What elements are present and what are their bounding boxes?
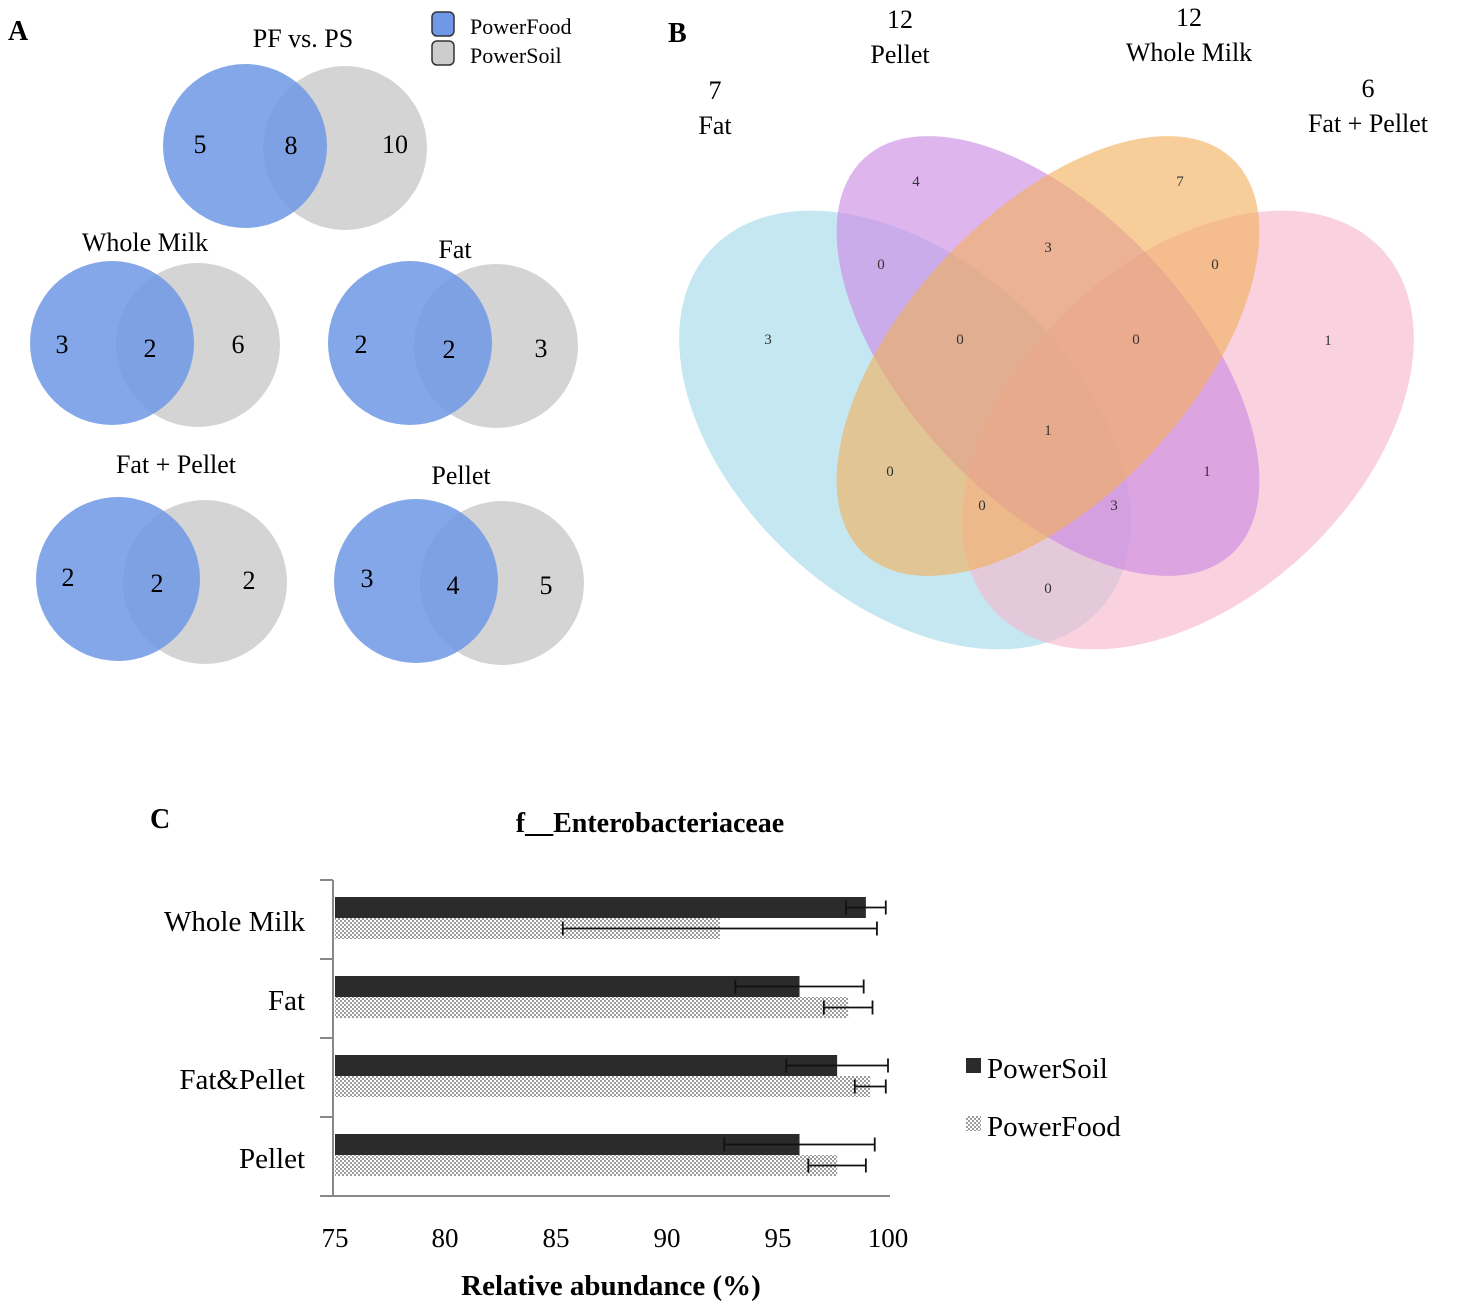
category-label-pellet: Pellet [239,1143,305,1175]
region-fat-only: 3 [764,332,772,348]
legend-label-powersoil: PowerSoil [470,43,562,68]
set-total-pellet: 12 [887,5,913,34]
venn2-circle-powerfood [328,261,492,425]
panel-c: C f__Enterobacteriaceae Whole Milk Fat F… [150,804,1121,1302]
category-label-fat-pellet: Fat&Pellet [179,1064,305,1096]
venn2-title: Fat + Pellet [116,450,237,479]
venn2-title: Whole Milk [82,228,208,257]
venn2-circle-powerfood [30,261,194,425]
region-pellet-and-fat-pellet: 1 [1203,464,1211,480]
bar-powersoil [335,976,800,997]
venn2-left-count: 2 [355,330,368,359]
legend-swatch-powerfood [431,11,455,37]
venn2-circle-powerfood [36,497,200,661]
bar-powersoil [335,1134,800,1155]
region-whole-milk-only: 7 [1176,174,1184,190]
region-fat-pellet-fat-pellet: 3 [1110,498,1118,514]
set-name-pellet: Pellet [870,40,930,69]
set-ellipse-whole-milk [836,136,1260,576]
venn2-right-count: 5 [540,571,553,600]
region-whole-milk-and-fat-pellet: 0 [1211,257,1219,273]
x-axis-label: Relative abundance (%) [461,1270,761,1302]
region-pellet-whole-milk-fat-pellet: 0 [1132,332,1140,348]
venn2-overlap-count: 8 [285,131,298,160]
x-tick-label: 100 [868,1223,909,1253]
legend-label-powerfood: PowerFood [470,14,571,39]
venn2-title: Pellet [431,461,491,490]
chart-title: f__Enterobacteriaceae [516,808,785,839]
bar-powerfood [335,1076,871,1097]
venn2-title: PF vs. PS [253,24,353,53]
panel-letter-b: B [668,18,687,49]
venn2-overlap-count: 2 [443,335,456,364]
set-total-fat: 7 [709,76,722,105]
set-name-whole-milk: Whole Milk [1126,38,1252,67]
venn2-right-count: 6 [232,330,245,359]
region-fat-and-fat-pellet: 0 [1044,581,1052,597]
region-fat-whole-milk-fat-pellet: 0 [978,498,986,514]
set-total-fat-pellet: 6 [1362,74,1375,103]
venn2-overlap-count: 2 [151,569,164,598]
venn2-fat-pellet: Fat + Pellet 2 2 2 [36,450,287,664]
set-total-whole-milk: 12 [1176,3,1202,32]
legend-label-powerfood: PowerFood [987,1111,1121,1143]
venn2-fat: Fat 2 2 3 [328,235,578,428]
venn2-right-count: 10 [382,130,408,159]
legend-swatch-powerfood [966,1116,981,1131]
venn2-circle-powerfood [163,64,327,228]
x-tick-label: 75 [322,1223,349,1253]
venn2-pf-vs-ps: PF vs. PS 5 8 10 [163,24,427,230]
venn2-overlap-count: 2 [144,334,157,363]
x-tick-label: 95 [765,1223,792,1253]
category-label-fat: Fat [268,985,305,1017]
venn2-right-count: 3 [535,334,548,363]
set-name-fat: Fat [698,111,732,140]
venn2-left-count: 5 [194,130,207,159]
bar-powerfood [335,997,849,1018]
venn2-pellet: Pellet 3 4 5 [334,461,584,665]
venn2-whole-milk: Whole Milk 3 2 6 [30,228,280,427]
panel-b: B 7 Fat 12 Pellet 12 Whole Milk 6 Fat + … [668,3,1429,650]
venn2-overlap-count: 4 [447,571,460,600]
legend-swatch-powersoil [966,1058,981,1073]
region-pellet-and-whole-milk: 3 [1044,240,1052,256]
x-tick-label: 80 [432,1223,459,1253]
bar-powersoil [335,1055,838,1076]
region-pellet-only: 4 [912,174,920,190]
venn2-left-count: 3 [56,330,69,359]
region-fat-pellet-whole-milk: 0 [956,332,964,348]
panel-letter-c: C [150,804,170,835]
y-axis-ticks [320,879,333,1197]
panel-letter-a: A [8,16,29,47]
chart-legend: PowerSoil PowerFood [966,1053,1121,1143]
region-all-four: 1 [1044,423,1052,439]
category-label-whole-milk: Whole Milk [164,906,305,938]
x-tick-label: 90 [654,1223,681,1253]
bar-powersoil [335,897,866,918]
venn4-region-counts: 3 4 7 1 0 3 0 0 0 1 0 0 3 1 0 [764,174,1332,597]
bar-powerfood [335,1155,838,1176]
set-name-fat-pellet: Fat + Pellet [1308,109,1429,138]
panel-a: A PowerFood PowerSoil PF vs. PS 5 8 10 W… [8,11,584,665]
venn2-right-count: 2 [243,566,256,595]
region-fat-and-pellet: 0 [877,257,885,273]
legend-swatch-powersoil [431,40,455,66]
venn2-circle-powerfood [334,499,498,663]
bar-marks [335,897,889,1176]
region-fat-pellet-only: 1 [1324,333,1332,349]
x-tick-label: 85 [543,1223,570,1253]
venn2-legend: PowerFood PowerSoil [431,11,571,68]
venn2-left-count: 3 [361,564,374,593]
venn2-title: Fat [438,235,472,264]
region-fat-and-whole-milk: 0 [886,464,894,480]
bar-powerfood [335,918,720,939]
legend-label-powersoil: PowerSoil [987,1053,1108,1085]
venn2-left-count: 2 [62,563,75,592]
